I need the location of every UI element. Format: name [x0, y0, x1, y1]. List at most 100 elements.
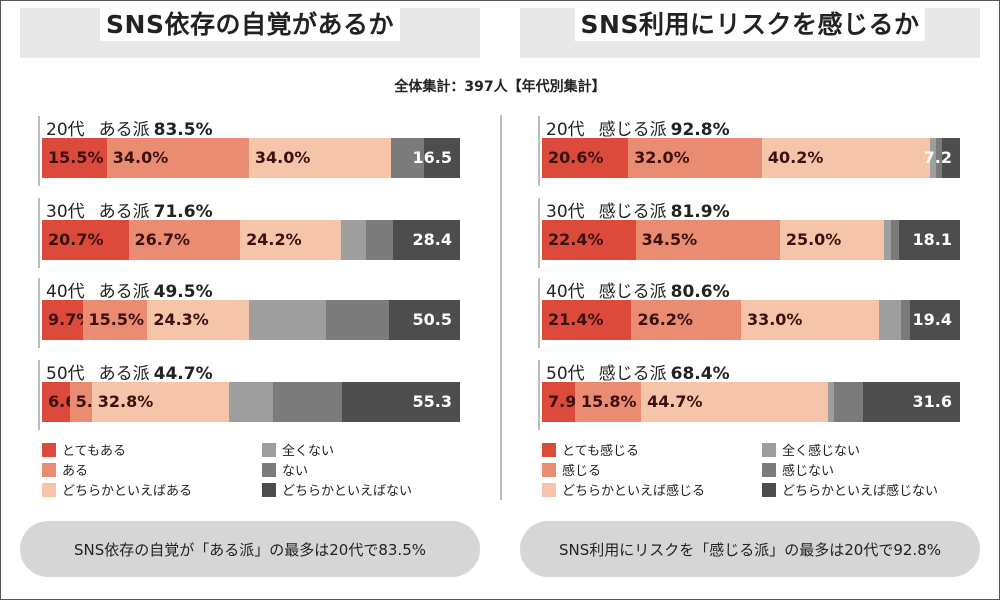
- legend-label: ある: [62, 464, 89, 479]
- legend-swatch: [262, 482, 276, 497]
- group-total-label: 81.9%: [670, 202, 730, 222]
- group-prefix-label: ある派: [98, 282, 150, 302]
- legend-label: とてもある: [62, 444, 126, 459]
- legend-label: どちらかといえばある: [62, 484, 193, 499]
- legend-swatch: [42, 482, 56, 497]
- group-label: 50代 感じる派 68.4%: [546, 359, 730, 384]
- legend-swatch: [762, 482, 776, 497]
- segment-value-label: 24.2%: [246, 230, 302, 249]
- bar-segment-not-at-all: [929, 138, 936, 178]
- legend-label: 感じる: [562, 464, 602, 479]
- group-total-label: 92.8%: [670, 120, 730, 140]
- stacked-bar: 20.6% 32.0% 40.2% 7.2: [542, 138, 960, 178]
- bar-segment-rather-not: [863, 382, 960, 422]
- segment-value-label: 24.3%: [153, 310, 209, 329]
- right-panel-title: SNS利用にリスクを感じるか: [520, 5, 980, 58]
- segment-value-label: 20.7%: [48, 230, 104, 249]
- bar-segment-rather-not: [393, 220, 460, 260]
- left-panel-title: SNS依存の自覚があるか: [20, 5, 480, 58]
- group-label: 40代 感じる派 80.6%: [546, 277, 730, 302]
- legend-item: とても感じる: [542, 440, 639, 459]
- bar-segment-rather: [147, 300, 249, 340]
- stacked-bar: 22.4% 34.5% 25.0% 18.1: [542, 220, 960, 260]
- negative-total-label: 7.2: [923, 148, 952, 167]
- right-footer-summary: SNS利用にリスクを「感じる派」の最多は20代で92.8%: [520, 521, 980, 577]
- age-group-label: 50代: [46, 364, 85, 384]
- segment-value-label: 34.0%: [254, 148, 311, 167]
- bar-segment-not-at-all: [827, 382, 835, 422]
- segment-value-label: 21.4%: [548, 310, 604, 329]
- group-total-label: 44.7%: [153, 364, 213, 384]
- bar-segment-very: [42, 300, 83, 340]
- legend-item: どちらかといえばない: [262, 480, 412, 499]
- bar-segment-rather: [240, 220, 342, 260]
- segment-value-label: 15.5%: [48, 148, 104, 167]
- legend-label: とても感じる: [562, 444, 639, 459]
- bar-segment-rather-not: [424, 138, 460, 178]
- group-total-label: 80.6%: [670, 282, 730, 302]
- bar-segment-rather: [248, 138, 392, 178]
- group-label: 40代 ある派 49.5%: [46, 277, 213, 302]
- bar-segment-rather: [761, 138, 930, 178]
- legend-label: どちらかといえばない: [282, 484, 413, 499]
- bar-segment-not: [890, 220, 899, 260]
- segment-value-label: 33.0%: [746, 310, 803, 329]
- segment-value-label: 32.8%: [97, 392, 154, 411]
- legend-item: とてもある: [42, 440, 126, 459]
- bar-segment-rather-not: [942, 138, 960, 178]
- legend-item: ない: [262, 460, 308, 479]
- group-total-label: 83.5%: [153, 120, 213, 140]
- bar-segment-not: [272, 382, 342, 422]
- negative-total-label: 31.6: [912, 392, 952, 411]
- legend-item: 感じる: [542, 460, 601, 479]
- bar-segment-very: [42, 382, 70, 422]
- segment-value-label: 15.5%: [88, 310, 145, 329]
- legend-label: 全く感じない: [782, 444, 861, 459]
- bar-segment-some: [628, 138, 762, 178]
- bar-segment-not-at-all: [341, 220, 367, 260]
- legend-swatch: [762, 442, 776, 457]
- bar-segment-rather: [740, 300, 879, 340]
- bar-segment-some: [128, 220, 241, 260]
- segment-value-label: 34.0%: [112, 148, 169, 167]
- segment-value-label: 15.8%: [581, 392, 637, 411]
- group-label: 20代 感じる派 92.8%: [546, 115, 730, 140]
- negative-total-label: 50.5: [412, 310, 452, 329]
- row-bracket: [38, 116, 44, 186]
- bar-segment-very: [542, 220, 636, 260]
- right-footer-text: SNS利用にリスクを「感じる派」の最多は20代で92.8%: [558, 540, 941, 559]
- legend-label: 全くない: [282, 444, 335, 459]
- bar-segment-very: [42, 220, 129, 260]
- group-prefix-label: 感じる派: [598, 282, 667, 302]
- segment-value-label: 25.0%: [785, 230, 842, 249]
- group-prefix-label: 感じる派: [598, 364, 667, 384]
- legend-item: 全く感じない: [762, 440, 860, 459]
- bar-segment-rather: [91, 382, 229, 422]
- stacked-bar: 9.7% 15.5% 24.3% 50.5: [42, 300, 460, 340]
- left-footer-text: SNS依存の自覚が「ある派」の最多は20代で83.5%: [73, 540, 426, 559]
- negative-total-label: 18.1: [912, 230, 952, 249]
- negative-total-label: 55.3: [412, 392, 452, 411]
- row-bracket: [538, 360, 544, 430]
- age-group-label: 20代: [546, 120, 585, 140]
- group-prefix-label: ある派: [98, 202, 150, 222]
- bar-segment-very: [542, 300, 632, 340]
- stacked-bar: 15.5% 34.0% 34.0% 16.5: [42, 138, 460, 178]
- negative-total-label: 19.4: [912, 310, 952, 329]
- legend-item: どちらかといえばある: [42, 480, 192, 499]
- age-group-label: 30代: [46, 202, 85, 222]
- group-total-label: 68.4%: [670, 364, 730, 384]
- bar-segment-some: [69, 382, 92, 422]
- segment-value-label: 32.0%: [634, 148, 690, 167]
- row-bracket: [538, 278, 544, 348]
- right-panel-title-text: SNS利用にリスクを感じるか: [574, 5, 926, 41]
- bar-segment-rather-not: [341, 382, 460, 422]
- bar-segment-not-at-all: [878, 300, 902, 340]
- left-panel-title-text: SNS依存の自覚があるか: [100, 5, 400, 41]
- group-total-label: 49.5%: [153, 282, 213, 302]
- legend-label: 感じない: [782, 464, 835, 479]
- legend-swatch: [762, 462, 776, 477]
- bar-segment-some: [575, 382, 642, 422]
- bar-segment-some: [631, 300, 741, 340]
- bar-segment-not-at-all: [228, 382, 273, 422]
